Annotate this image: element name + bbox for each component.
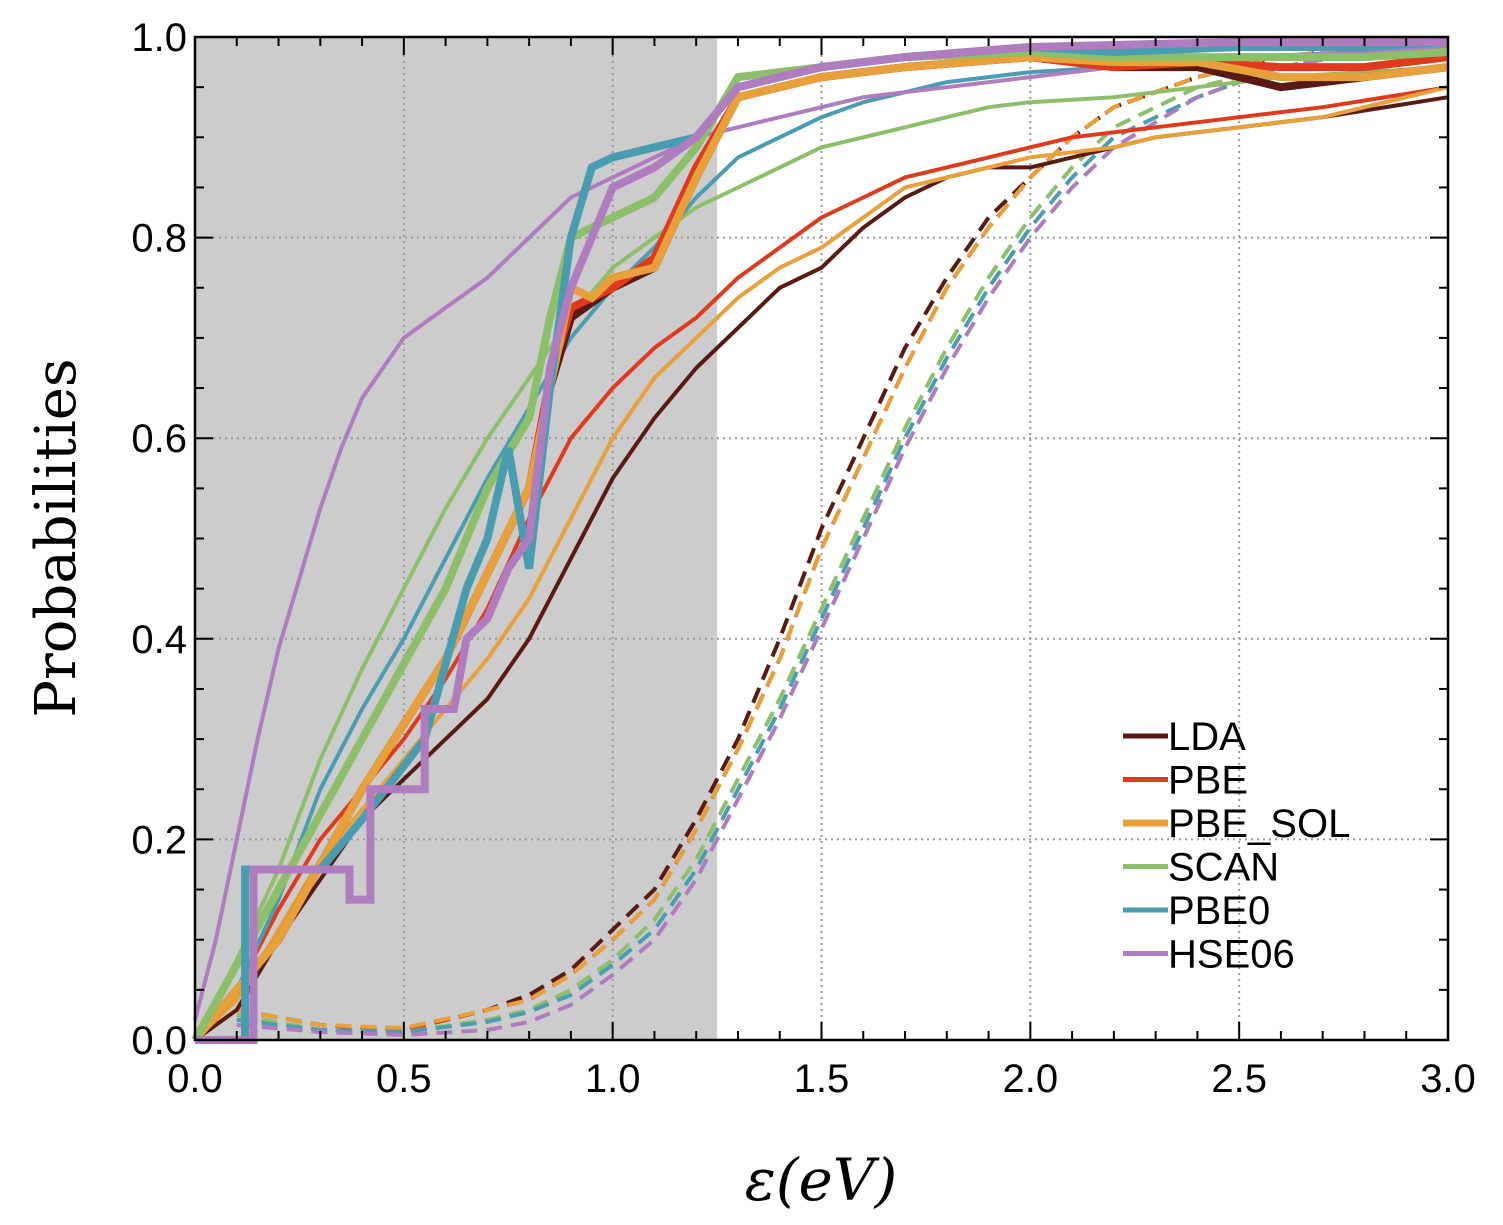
grid-layer bbox=[195, 37, 1448, 1040]
series-pbe0-dashed-line bbox=[236, 45, 1449, 1034]
legend-label-pbe-sol: PBE_SOL bbox=[1168, 802, 1350, 846]
y-axis-title: Probabilities bbox=[24, 358, 89, 717]
legend-label-pbe: PBE bbox=[1168, 759, 1248, 803]
x-tick-label: 2.0 bbox=[1003, 1057, 1059, 1101]
y-tick-label: 0.8 bbox=[131, 217, 187, 261]
y-tick-label: 0.6 bbox=[131, 417, 187, 461]
y-tick-label: 0.4 bbox=[131, 618, 187, 662]
x-tick-label: 2.5 bbox=[1211, 1057, 1267, 1101]
y-tick-label: 0.2 bbox=[131, 818, 187, 862]
series-layer bbox=[191, 38, 1449, 1044]
tick-labels-layer: 0.0 0.5 1.0 1.5 2.0 2.5 3.0 0.0 0.2 0.4 0.6 0.8 1.0 bbox=[131, 16, 1475, 1101]
series-scan-thin-line bbox=[193, 65, 1449, 1041]
x-tick-label: 3.0 bbox=[1420, 1057, 1476, 1101]
y-tick-label: 1.0 bbox=[131, 16, 187, 60]
series-scan-thick-line bbox=[191, 47, 1449, 1042]
series-pbe-sol-thick-line bbox=[191, 53, 1449, 1043]
x-tick-label: 1.0 bbox=[585, 1057, 641, 1101]
series-hse06-thick-line bbox=[195, 38, 1448, 1044]
y-tick-label: 0.0 bbox=[131, 1019, 187, 1063]
x-tick-label: 0.0 bbox=[167, 1057, 223, 1101]
legend-label-lda: LDA bbox=[1168, 715, 1246, 759]
plot-frame bbox=[193, 35, 1450, 1042]
legend-label-scan: SCAN bbox=[1168, 846, 1279, 890]
series-pbe-sol-dashed-line bbox=[236, 40, 1449, 1030]
x-tick-label: 0.5 bbox=[376, 1057, 432, 1101]
series-hse06-dashed-line bbox=[236, 45, 1449, 1037]
series-hse06-thin-line bbox=[193, 45, 1449, 1021]
x-tick-label: 1.5 bbox=[794, 1057, 850, 1101]
x-axis-title: ε(eV) bbox=[745, 1146, 898, 1214]
legend-label-pbe0: PBE0 bbox=[1168, 889, 1270, 933]
legend-label-hse06: HSE06 bbox=[1168, 933, 1295, 977]
